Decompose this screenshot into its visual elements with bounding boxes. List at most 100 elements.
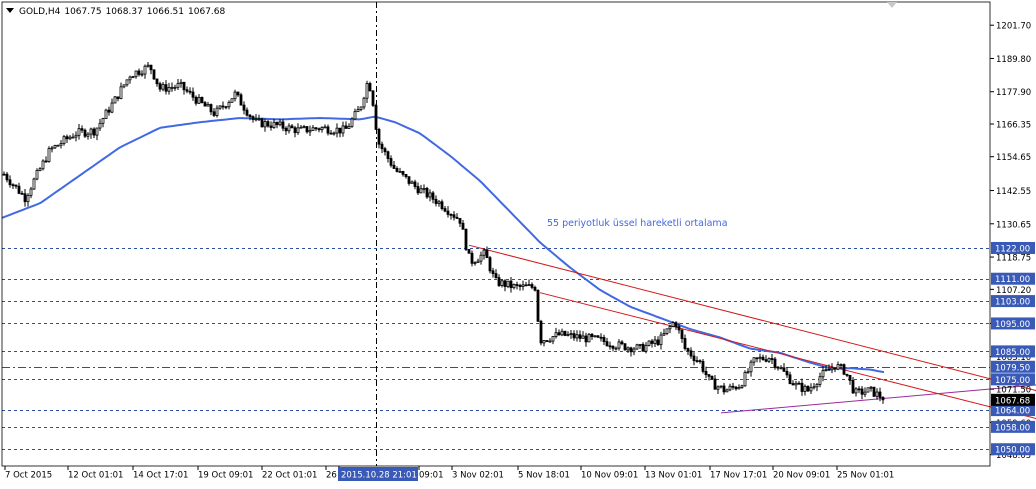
candle [479, 251, 483, 265]
candle-body [626, 347, 630, 351]
candle-body [311, 127, 315, 131]
candle-body [854, 388, 858, 394]
candle-body [110, 102, 114, 113]
open-value: 1067.75 [64, 7, 102, 17]
candle-body [287, 125, 291, 132]
candle-body [200, 97, 204, 103]
candle [482, 248, 486, 260]
candle [698, 359, 702, 364]
candle [305, 126, 309, 134]
candle-body [797, 382, 801, 385]
candle [23, 189, 27, 207]
candle [614, 346, 618, 351]
candle [356, 106, 360, 113]
candle-body [86, 133, 90, 137]
candle [533, 285, 537, 292]
candle [41, 159, 45, 171]
candle [77, 123, 81, 140]
candle [803, 384, 807, 396]
candle-body [632, 348, 636, 353]
candle [878, 387, 882, 402]
candle [353, 108, 357, 120]
candle-body [152, 69, 156, 80]
candle-body [656, 339, 660, 346]
candle [695, 356, 699, 363]
candle [344, 121, 348, 129]
candle [431, 190, 435, 204]
candles-layer [2, 61, 885, 404]
candle-body [722, 385, 726, 393]
candle [674, 321, 678, 330]
candle-body [62, 136, 66, 144]
candle [194, 95, 198, 106]
candle-body [158, 83, 162, 90]
candle-body [734, 386, 738, 390]
candle-body [275, 121, 279, 126]
candle [470, 250, 474, 267]
candle [713, 375, 717, 390]
candle-body [212, 111, 216, 116]
chevron-down-icon[interactable] [6, 8, 14, 13]
shift-marker-icon[interactable] [887, 2, 897, 8]
y-tick-label: 1201.70 [996, 22, 1031, 32]
candle [92, 127, 96, 139]
candle-body [125, 79, 129, 86]
candle [542, 340, 546, 347]
candle [839, 363, 843, 370]
candle [581, 331, 585, 339]
candle-body [206, 104, 210, 107]
candle [596, 335, 600, 338]
candle [17, 182, 21, 195]
candle [536, 289, 540, 323]
candle [473, 261, 477, 266]
candle-body [668, 326, 672, 330]
candle [620, 340, 624, 346]
candle [116, 96, 120, 102]
candle-body [140, 73, 144, 76]
candle [833, 367, 837, 373]
candle [338, 127, 342, 138]
candle-body [230, 98, 234, 103]
chart-header: GOLD,H4 1067.75 1068.37 1066.51 1067.68 [6, 7, 229, 17]
candle-body [194, 96, 198, 104]
candle [794, 380, 798, 390]
candle-body [101, 118, 105, 124]
candle-body [56, 144, 60, 147]
current-price-label: 1067.68 [995, 396, 1030, 406]
candle-body [224, 106, 228, 109]
candle-body [347, 125, 351, 129]
candle-body [773, 358, 777, 368]
candle-body [299, 126, 303, 129]
candle-body [350, 118, 354, 127]
candle [731, 382, 735, 390]
candle [458, 218, 462, 228]
candle-body [779, 367, 783, 370]
candle [371, 90, 375, 108]
candle [611, 345, 615, 352]
candle-body [104, 109, 108, 119]
candle [152, 69, 156, 80]
candle [197, 94, 201, 105]
candle [38, 167, 42, 172]
candle-body [746, 371, 750, 374]
candle [863, 387, 867, 398]
candle [629, 346, 633, 357]
candle-body [878, 391, 882, 398]
candle-body [674, 322, 678, 328]
ema-annotation-label: 55 periyotluk üssel hareketli ortalama [547, 218, 728, 229]
candle [347, 123, 351, 129]
candle-body [401, 170, 405, 175]
candle-body [11, 184, 15, 187]
candle-body [662, 333, 666, 336]
candle-body [278, 121, 282, 126]
candle [743, 370, 747, 387]
level-price-label: 1075.00 [995, 376, 1030, 386]
candle-body [863, 391, 867, 395]
candle-body [617, 341, 621, 349]
candle [332, 131, 336, 136]
candle [254, 114, 258, 122]
candle-body [296, 127, 300, 134]
